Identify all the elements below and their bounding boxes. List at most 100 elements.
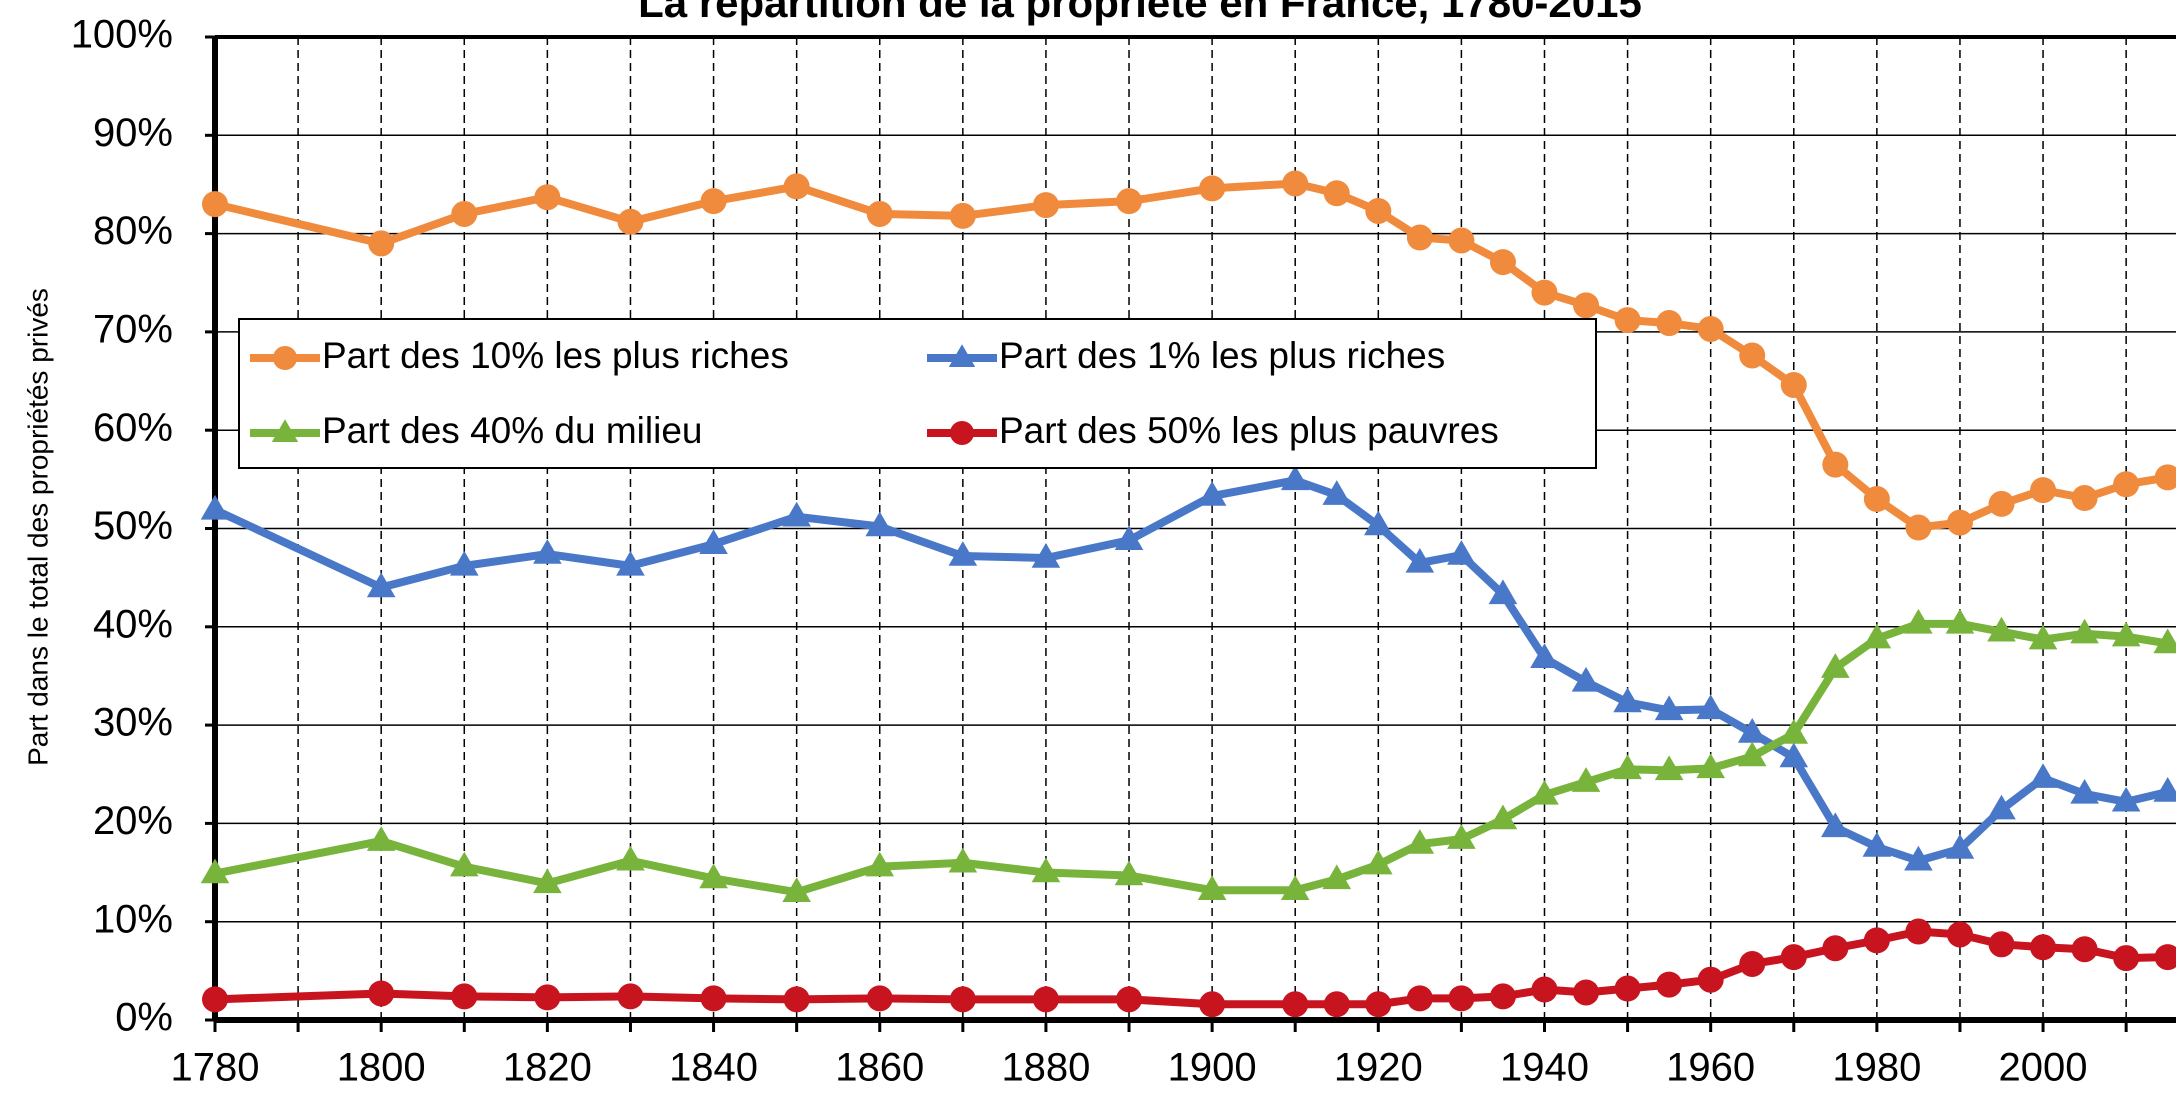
point [1614, 307, 1641, 334]
y-tick-label: 0% [115, 996, 173, 1040]
point [2071, 485, 2098, 512]
series [200, 465, 2176, 871]
point [1946, 509, 1973, 536]
legend-label: Part des 10% les plus riches [322, 335, 789, 376]
point [451, 983, 478, 1010]
x-tick-label: 1860 [835, 1046, 924, 1090]
line [214, 619, 2169, 897]
y-tick-label: 30% [93, 701, 173, 745]
point [2154, 944, 2176, 971]
point [1032, 192, 1059, 219]
point [1031, 857, 1061, 883]
point [1322, 480, 1352, 505]
point [1739, 950, 1766, 977]
point [449, 851, 479, 877]
point [202, 191, 228, 218]
point [1904, 608, 1933, 634]
point [1488, 804, 1518, 830]
legend-box [238, 318, 1597, 469]
point [2030, 477, 2057, 504]
y-tick-label: 40% [93, 602, 173, 646]
point [1573, 979, 1600, 1006]
point [949, 202, 976, 229]
point [1862, 623, 1892, 649]
point [2070, 778, 2099, 804]
point [1531, 976, 1558, 1003]
series [202, 170, 2176, 541]
point [1280, 465, 1310, 491]
point [200, 858, 230, 884]
point [366, 572, 396, 598]
point [534, 184, 561, 211]
point [368, 230, 395, 257]
y-tick-label: 80% [93, 209, 173, 253]
point [1654, 695, 1684, 721]
point [1696, 694, 1725, 720]
chart-title: La répartition de la propriété en France… [638, 0, 1642, 26]
point [1739, 342, 1766, 369]
line [214, 927, 2168, 1009]
series [202, 918, 2176, 1018]
point [2111, 621, 2141, 647]
point [200, 494, 230, 520]
point [1656, 310, 1683, 337]
point [1822, 451, 1849, 478]
point [1323, 991, 1350, 1018]
point [2071, 936, 2098, 963]
point [1448, 985, 1475, 1012]
y-tick-label: 100% [71, 13, 173, 57]
point [1447, 540, 1476, 565]
point [1945, 834, 1975, 859]
point [1406, 224, 1433, 251]
point [1613, 754, 1642, 780]
point [1571, 666, 1601, 692]
x-tick-label: 1840 [669, 1046, 758, 1090]
point [1780, 944, 1807, 971]
point [1988, 490, 2015, 517]
point [782, 501, 811, 527]
point [2028, 624, 2058, 650]
point [700, 985, 727, 1012]
y-tick-label: 20% [93, 799, 173, 843]
point [1282, 991, 1309, 1018]
point [948, 541, 978, 566]
point [1779, 718, 1809, 744]
point [2028, 763, 2058, 788]
point [1530, 643, 1559, 669]
legend-label: Part des 1% les plus riches [999, 335, 1445, 376]
x-tick-label: 1920 [1334, 1046, 1423, 1090]
point [616, 845, 645, 871]
x-tick-label: 1960 [1666, 1046, 1755, 1090]
point [783, 173, 810, 200]
point [1280, 875, 1310, 900]
point [1863, 927, 1890, 954]
point [1905, 918, 1932, 945]
point [866, 200, 893, 227]
point [366, 826, 396, 851]
point [617, 208, 644, 235]
point [1780, 371, 1807, 398]
point [2154, 464, 2176, 491]
point [1197, 875, 1227, 900]
point [1365, 991, 1392, 1018]
y-tick-label: 10% [93, 897, 173, 941]
point [1987, 616, 2016, 642]
point [1571, 767, 1601, 792]
point [1114, 525, 1144, 551]
legend-label: Part des 40% du milieu [322, 410, 702, 451]
point [1654, 755, 1684, 781]
point [2070, 618, 2099, 644]
y-axis-label: Part dans le total des propriétés privés [22, 288, 53, 766]
point [1282, 170, 1309, 197]
point [1323, 180, 1350, 207]
point [1737, 741, 1767, 767]
point [782, 877, 811, 902]
point [1364, 849, 1393, 875]
point [948, 847, 978, 873]
point [1448, 227, 1475, 254]
legend-marker [948, 344, 976, 367]
legend: Part des 10% les plus riches Part des 1% … [238, 318, 1597, 469]
line [213, 476, 2169, 865]
point [699, 529, 728, 554]
